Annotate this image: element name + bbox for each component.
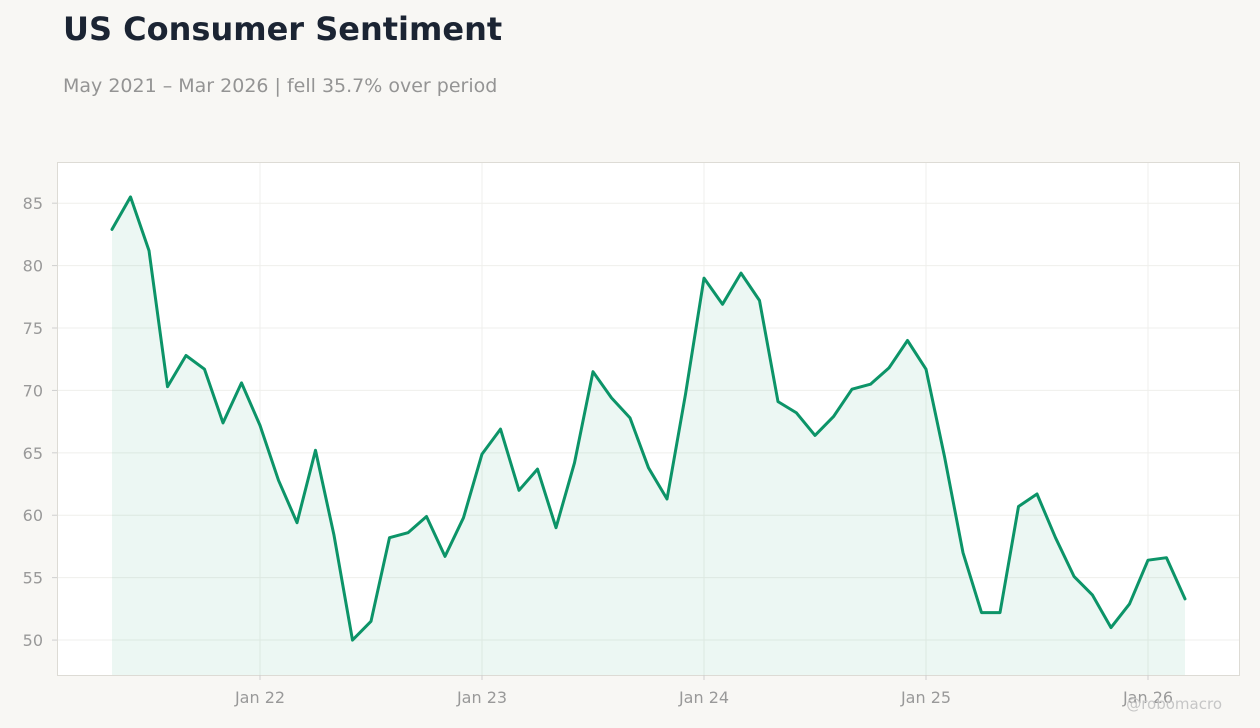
data-point (277, 479, 280, 482)
data-point (481, 453, 484, 456)
data-point (943, 455, 946, 458)
data-point (111, 228, 114, 231)
data-point (129, 195, 132, 198)
data-point (832, 415, 835, 418)
data-point (462, 516, 465, 519)
y-tick-label: 60 (23, 506, 43, 525)
data-point (592, 370, 595, 373)
data-point (1054, 536, 1057, 539)
data-point (1147, 559, 1150, 562)
x-tick-label: Jan 26 (1122, 688, 1173, 707)
data-point (518, 489, 521, 492)
data-point (851, 388, 854, 391)
data-point (740, 272, 743, 275)
data-point (906, 339, 909, 342)
data-point (777, 400, 780, 403)
data-point (629, 416, 632, 419)
watermark: @robomacro (1126, 695, 1222, 713)
data-point (1128, 602, 1131, 605)
data-point (407, 531, 410, 534)
data-point (388, 536, 391, 539)
data-point (499, 428, 502, 431)
data-point (721, 303, 724, 306)
y-tick-label: 50 (23, 631, 43, 650)
y-tick-label: 85 (23, 194, 43, 213)
data-point (333, 534, 336, 537)
x-tick-label: Jan 23 (456, 688, 507, 707)
data-point (296, 521, 299, 524)
plot-area (57, 162, 1240, 676)
data-point (1110, 626, 1113, 629)
data-point (980, 611, 983, 614)
data-point (703, 277, 706, 280)
series-area (112, 196, 1185, 675)
data-point (555, 526, 558, 529)
data-point (240, 381, 243, 384)
data-point (1184, 597, 1187, 600)
data-point (1017, 505, 1020, 508)
data-point (573, 461, 576, 464)
x-tick-label: Jan 24 (678, 688, 729, 707)
x-tick-label: Jan 25 (900, 688, 951, 707)
series-line (110, 195, 1187, 642)
data-point (425, 515, 428, 518)
data-point (370, 620, 373, 623)
data-point (444, 555, 447, 558)
data-point (203, 368, 206, 371)
data-point (888, 366, 891, 369)
data-point (666, 498, 669, 501)
data-point (610, 396, 613, 399)
data-point (314, 449, 317, 452)
data-point (962, 551, 965, 554)
data-point (1036, 493, 1039, 496)
data-point (222, 421, 225, 424)
data-point (185, 354, 188, 357)
data-point (684, 393, 687, 396)
data-point (869, 383, 872, 386)
data-point (814, 434, 817, 437)
data-point (148, 249, 151, 252)
y-tick-label: 70 (23, 381, 43, 400)
data-point (1165, 556, 1168, 559)
data-point (536, 468, 539, 471)
chart-subtitle: May 2021 – Mar 2026 | fell 35.7% over pe… (63, 75, 498, 97)
data-point (999, 611, 1002, 614)
data-point (795, 411, 798, 414)
data-point (259, 424, 262, 427)
y-tick-label: 80 (23, 257, 43, 276)
data-point (1073, 575, 1076, 578)
y-tick-label: 65 (23, 444, 43, 463)
data-point (758, 299, 761, 302)
data-point (925, 368, 928, 371)
x-tick-label: Jan 22 (234, 688, 285, 707)
data-point (647, 466, 650, 469)
data-point (1091, 594, 1094, 597)
data-point (166, 385, 169, 388)
y-tick-label: 55 (23, 569, 43, 588)
chart-title: US Consumer Sentiment (63, 10, 503, 48)
y-tick-label: 75 (23, 319, 43, 338)
data-point (351, 639, 354, 642)
